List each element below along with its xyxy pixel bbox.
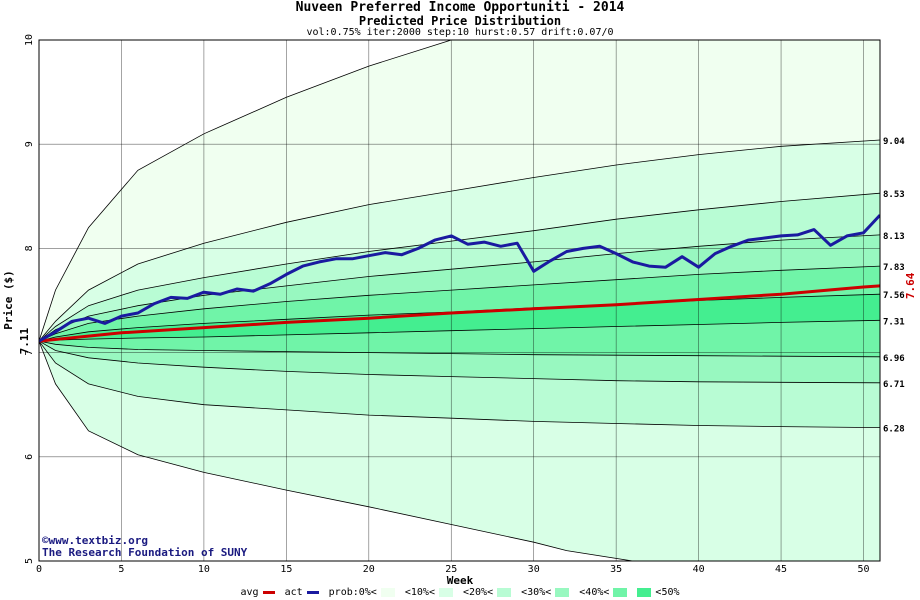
simulation-params: vol:0.75% iter:2000 step:10 hurst:0.57 d… bbox=[306, 27, 614, 38]
x-tick-label: 15 bbox=[280, 564, 292, 575]
legend-band-50-swatch bbox=[637, 588, 652, 597]
band-20-lower bbox=[39, 341, 880, 428]
x-tick-label: 5 bbox=[118, 564, 124, 575]
quantile-label: 7.56 bbox=[883, 291, 905, 301]
quantile-label: 9.04 bbox=[883, 137, 905, 147]
quantile-line-q8.13 bbox=[39, 234, 880, 342]
band-30-lower bbox=[39, 341, 880, 383]
quantile-lines bbox=[39, 40, 880, 561]
legend-band-30-swatch bbox=[555, 588, 570, 597]
quantile-line-outer-upper bbox=[39, 40, 454, 342]
band-40-lower bbox=[39, 320, 880, 357]
quantile-line-q6.28 bbox=[39, 340, 880, 428]
y-tick-label: 8 bbox=[24, 245, 35, 251]
credit-website: ©www.textbiz.org bbox=[42, 534, 148, 547]
probability-bands bbox=[39, 40, 880, 561]
x-axis-label: Week bbox=[447, 574, 474, 585]
y-tick-label: 5 bbox=[24, 558, 35, 564]
x-tick-label: 20 bbox=[363, 564, 375, 575]
quantile-line-q8.53 bbox=[39, 192, 880, 342]
series-act-line bbox=[39, 214, 880, 343]
band-50-center bbox=[39, 294, 880, 342]
y-tick-label: 7 bbox=[24, 350, 35, 356]
legend-b10-label: <10%< bbox=[404, 587, 435, 598]
x-axis-ticks: 0 5 10 15 20 25 30 35 40 45 50 bbox=[36, 564, 870, 575]
x-tick-label: 35 bbox=[610, 564, 622, 575]
quantile-line-q6.96 bbox=[39, 340, 880, 358]
band-10-upper bbox=[39, 140, 880, 342]
legend-b20-label: <20%< bbox=[463, 587, 494, 598]
x-tick-label: 45 bbox=[775, 564, 787, 575]
legend-b30-label: <30%< bbox=[521, 587, 552, 598]
legend-b40-label: <40%< bbox=[579, 587, 610, 598]
quantile-label: 8.53 bbox=[883, 190, 905, 200]
quantile-labels: 9.04 8.53 8.13 7.83 7.56 7.31 6.96 6.71 6.28 bbox=[883, 137, 905, 435]
series-avg-line bbox=[39, 284, 880, 343]
y-tick-label: 6 bbox=[24, 454, 35, 460]
legend-avg-label: avg bbox=[240, 587, 259, 598]
legend-band-10-swatch bbox=[438, 588, 453, 597]
quantile-line-q9.04 bbox=[39, 139, 880, 342]
quantile-line-outer-lower bbox=[39, 340, 636, 561]
end-avg-label: 7.64 bbox=[904, 272, 917, 299]
x-tick-label: 50 bbox=[857, 564, 869, 575]
band-40-upper bbox=[39, 266, 880, 342]
legend-act-label: act bbox=[284, 587, 303, 598]
legend-avg-swatch bbox=[262, 591, 275, 594]
quantile-label: 6.96 bbox=[883, 354, 905, 364]
quantile-label: 6.28 bbox=[883, 425, 905, 435]
x-tick-label: 40 bbox=[693, 564, 705, 575]
quantile-line-q7.31 bbox=[39, 319, 880, 342]
legend-act-swatch bbox=[306, 591, 319, 594]
quantile-line-q6.71 bbox=[39, 340, 880, 384]
chart-subtitle: Predicted Price Distribution bbox=[358, 14, 562, 28]
band-20-upper bbox=[39, 193, 880, 342]
band-30-upper bbox=[39, 234, 880, 342]
quantile-line-q7.83 bbox=[39, 265, 880, 342]
legend-band-20-swatch bbox=[497, 588, 512, 597]
chart-title: Nuveen Preferred Income Opportuniti - 20… bbox=[295, 0, 625, 15]
plot-frame bbox=[38, 39, 881, 562]
band-outer-upper bbox=[39, 40, 880, 342]
legend-b50-label: <50% bbox=[655, 587, 680, 598]
band-10-outer-lower bbox=[39, 341, 880, 561]
quantile-label: 8.13 bbox=[883, 232, 905, 242]
x-tick-label: 30 bbox=[528, 564, 540, 575]
y-tick-label: 9 bbox=[24, 141, 35, 147]
quantile-label: 6.71 bbox=[883, 380, 905, 390]
legend-band-40-swatch bbox=[613, 588, 628, 597]
start-price-label: 7.11 bbox=[18, 328, 31, 355]
quantile-label: 7.31 bbox=[883, 317, 905, 327]
x-tick-label: 10 bbox=[198, 564, 210, 575]
credit-organization: The Research Foundation of SUNY bbox=[42, 546, 248, 559]
x-tick-label: 25 bbox=[445, 564, 457, 575]
x-tick-label: 0 bbox=[36, 564, 42, 575]
legend: avg act prob:0%< <10%< <20%< <30%< <40%<… bbox=[0, 587, 920, 599]
y-axis-ticks: 5 6 7 8 9 10 bbox=[24, 34, 35, 564]
quantile-label: 7.83 bbox=[883, 263, 905, 273]
series-lines bbox=[39, 214, 880, 343]
y-axis-label: Price ($) bbox=[2, 270, 15, 330]
legend-band-0-swatch bbox=[380, 588, 395, 597]
legend-prob-label: prob:0%< bbox=[328, 587, 377, 598]
y-tick-label: 10 bbox=[24, 34, 35, 46]
